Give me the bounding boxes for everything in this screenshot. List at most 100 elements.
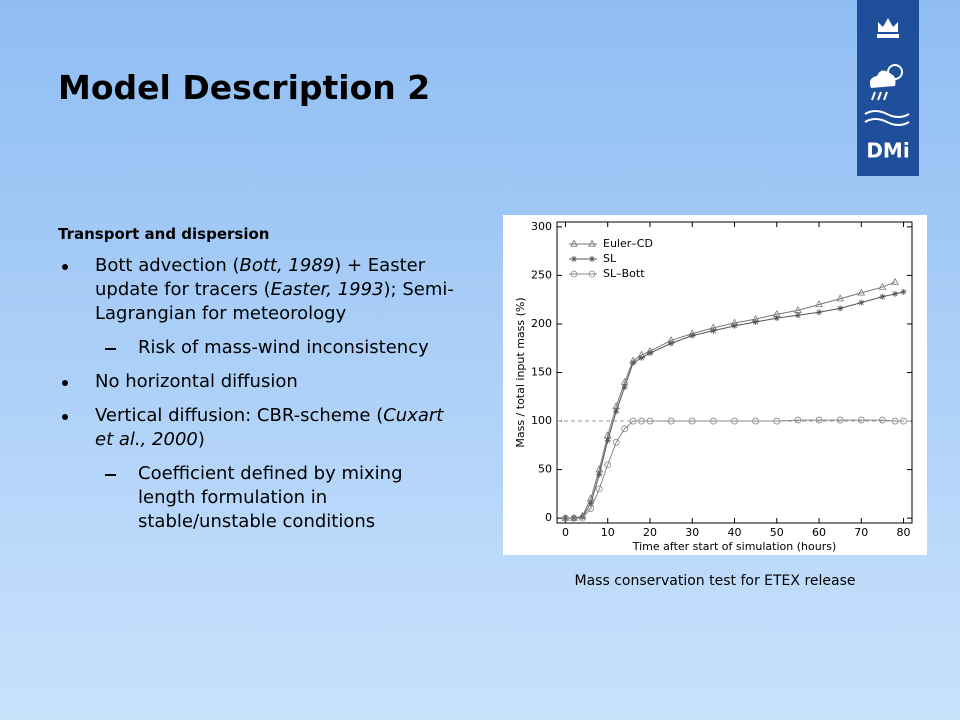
marker <box>689 332 696 339</box>
bullet-text: ) <box>197 429 205 450</box>
x-tick-label: 40 <box>728 526 742 539</box>
y-tick-label: 50 <box>538 463 552 476</box>
citation: Bott, 1989 <box>239 255 335 276</box>
bullet-text: ) + Easter update for tracers ( <box>95 255 426 300</box>
bullet-text: ); Semi-Lagrangian for meteorology <box>95 279 454 324</box>
y-tick-label: 250 <box>531 268 552 281</box>
marker <box>621 384 628 391</box>
x-axis-label: Time after start of simulation (hours) <box>632 540 837 553</box>
x-tick-label: 80 <box>897 526 911 539</box>
marker <box>836 416 844 424</box>
legend-marker <box>570 270 578 278</box>
bullet-list: Bott advection (Bott, 1989) + Easter upd… <box>58 254 458 544</box>
marker <box>773 315 780 322</box>
marker <box>892 290 899 297</box>
marker <box>587 505 595 512</box>
marker <box>638 354 645 361</box>
marker <box>891 417 899 425</box>
x-tick-label: 50 <box>770 526 784 539</box>
marker <box>621 425 629 433</box>
marker <box>629 417 637 425</box>
marker <box>794 312 801 319</box>
bullet-item: Bott advection (Bott, 1989) + Easter upd… <box>58 254 458 326</box>
bullet-text: No horizontal diffusion <box>95 371 298 392</box>
y-tick-label: 150 <box>531 366 552 379</box>
marker <box>604 461 612 469</box>
marker <box>570 514 578 522</box>
marker <box>891 277 899 285</box>
subheading: Transport and dispersion <box>58 225 270 243</box>
x-tick-label: 0 <box>562 526 569 539</box>
marker <box>815 300 823 308</box>
bullet-text: Bott advection ( <box>95 255 240 276</box>
marker <box>794 416 802 424</box>
legend-marker <box>588 239 596 247</box>
marker <box>752 319 759 326</box>
bullet-item: Coefficient defined by mixing length for… <box>58 462 458 534</box>
marker <box>731 417 738 425</box>
marker <box>579 514 586 521</box>
marker <box>612 439 620 446</box>
marker <box>878 282 887 290</box>
marker <box>638 417 645 425</box>
marker <box>900 288 907 295</box>
marker <box>710 327 717 334</box>
bullet-text: Risk of mass-wind inconsistency <box>138 337 429 358</box>
series-line <box>565 419 904 519</box>
x-tick-label: 20 <box>643 526 657 539</box>
marker <box>858 299 865 306</box>
marker <box>857 416 865 424</box>
legend-marker <box>570 239 578 247</box>
caption: Mass conservation test for ETEX release <box>574 573 856 589</box>
logo-text: DMi <box>866 139 909 163</box>
marker <box>688 417 696 425</box>
logo: DMi <box>857 0 919 176</box>
citation: Easter, 1993 <box>270 279 384 300</box>
bullet-item: Vertical diffusion: CBR-scheme (Cuxart e… <box>58 404 458 452</box>
y-tick-label: 300 <box>531 220 552 233</box>
legend-marker <box>571 256 577 262</box>
y-axis-label: Mass / total input mass (%) <box>514 297 527 447</box>
legend-label: SL <box>603 252 617 265</box>
x-tick-label: 60 <box>812 526 826 539</box>
marker <box>752 417 760 425</box>
marker <box>879 416 886 424</box>
logo-art: DMi <box>864 18 910 163</box>
marker <box>604 437 611 444</box>
series-line <box>565 281 896 519</box>
marker <box>668 340 675 347</box>
chart: 0 50 100 150 200 250 300 0 10 20 30 40 50 60 70 80 Time … <box>514 220 913 553</box>
legend-marker <box>588 270 596 278</box>
marker <box>816 309 823 316</box>
y-tick-label: 200 <box>531 317 552 330</box>
marker <box>667 417 675 425</box>
chart-panel: 0 50 100 150 200 250 300 0 10 20 30 40 50 60 70 80 Time … <box>503 215 927 555</box>
bullet-text: Coefficient defined by mixing length for… <box>138 463 403 532</box>
citation: Cuxart et al., 2000 <box>95 405 444 450</box>
marker <box>900 417 907 425</box>
x-tick-label: 10 <box>601 526 615 539</box>
marker <box>837 305 844 312</box>
marker <box>773 417 781 425</box>
marker <box>630 359 637 366</box>
marker <box>596 471 603 478</box>
marker <box>709 417 717 425</box>
legend-label: Euler–CD <box>603 237 653 250</box>
marker <box>646 350 653 357</box>
marker <box>587 500 594 507</box>
series-line <box>565 291 904 519</box>
y-tick-label: 100 <box>531 414 552 427</box>
marker <box>857 288 866 296</box>
marker <box>731 322 738 329</box>
bullet-text: Vertical diffusion: CBR-scheme ( <box>95 405 384 426</box>
marker <box>815 416 823 424</box>
y-tick-label: 0 <box>545 511 552 524</box>
marker <box>562 514 569 522</box>
marker <box>836 294 845 302</box>
bullet-item: No horizontal diffusion <box>58 370 458 394</box>
marker <box>595 485 603 493</box>
x-tick-label: 70 <box>854 526 868 539</box>
slide-title: Model Description 2 <box>58 68 431 107</box>
marker <box>613 408 620 415</box>
